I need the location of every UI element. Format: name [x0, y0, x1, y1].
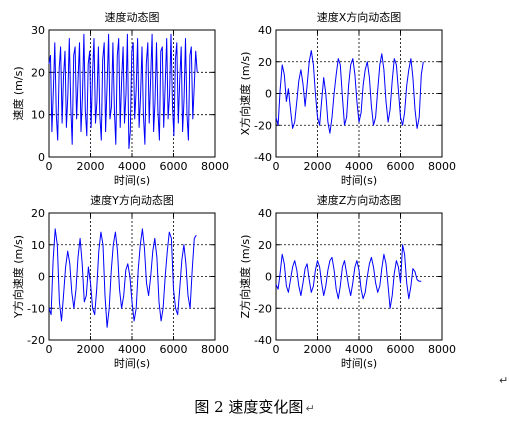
chart3-x-tick-label: 2000 — [77, 343, 105, 356]
chart1-y-tick-label: 30 — [31, 24, 45, 37]
chart4-y-tick-label: 0 — [265, 271, 272, 284]
chart2-x-tick-label: 6000 — [387, 160, 415, 173]
chart4-y-axis-label: Z方向速度 (m/s) — [238, 235, 252, 319]
chart2-y-tick-label: 20 — [258, 56, 272, 69]
chart3-x-tick-label: 4000 — [118, 343, 146, 356]
chart3-y-tick-label: 0 — [38, 271, 45, 284]
chart2-x-axis-label: 时间(s) — [341, 174, 377, 187]
chart1-y-tick-label: 10 — [31, 109, 45, 122]
chart1-title: 速度动态图 — [105, 10, 160, 24]
chart1-x-tick-label: 6000 — [160, 160, 188, 173]
chart2-y-tick-label: -40 — [254, 151, 272, 164]
chart1-y-tick-label: 0 — [38, 151, 45, 164]
chart4-x-axis-label: 时间(s) — [341, 357, 377, 370]
chart4-x-tick-label: 4000 — [345, 343, 373, 356]
chart1-series-line — [48, 33, 198, 149]
chart4-y-tick-label: 20 — [258, 239, 272, 252]
chart4-series-line — [275, 244, 422, 309]
chart4-y-tick-label: -20 — [254, 302, 272, 315]
chart1-x-tick-label: 8000 — [201, 160, 229, 173]
chart3-series-line — [48, 228, 197, 328]
chart1-x-axis-label: 时间(s) — [114, 174, 150, 187]
chart1-x-tick-label: 4000 — [118, 160, 146, 173]
chart2-series-line — [275, 50, 424, 134]
figure-caption: 图 2 速度变化图 ↵ — [0, 396, 509, 417]
chart2-x-tick-label: 2000 — [304, 160, 332, 173]
chart1-x-tick-label: 0 — [46, 160, 53, 173]
caption-return-mark: ↵ — [305, 402, 315, 415]
chart2-y-axis-label: X方向速度 (m/s) — [238, 52, 252, 136]
chart4-x-tick-label: 0 — [273, 343, 280, 356]
chart3-y-axis-label: Y方向速度 (m/s) — [11, 235, 25, 319]
chart4-x-tick-label: 2000 — [304, 343, 332, 356]
chart4-title: 速度Z方向动态图 — [317, 193, 402, 207]
chart2-y-tick-label: 0 — [265, 88, 272, 101]
chart3-y-tick-label: 10 — [31, 239, 45, 252]
chart2-y-tick-label: -20 — [254, 119, 272, 132]
chart2-y-tick-label: 40 — [258, 24, 272, 37]
chart1-y-axis-label: 速度 (m/s) — [11, 66, 25, 120]
chart3-x-axis-label: 时间(s) — [114, 357, 150, 370]
chart4-y-tick-label: 40 — [258, 207, 272, 220]
chart2-title: 速度X方向动态图 — [317, 10, 402, 24]
chart4-y-tick-label: -40 — [254, 334, 272, 347]
chart3-y-tick-label: 20 — [31, 207, 45, 220]
chart4-x-tick-label: 8000 — [428, 343, 456, 356]
chart3-x-tick-label: 0 — [46, 343, 53, 356]
chart3-y-tick-label: -10 — [27, 302, 45, 315]
chart3-x-tick-label: 8000 — [201, 343, 229, 356]
chart2-x-tick-label: 8000 — [428, 160, 456, 173]
chart3-x-tick-label: 6000 — [160, 343, 188, 356]
chart1-x-tick-label: 2000 — [77, 160, 105, 173]
paragraph-return-mark: ↵ — [499, 374, 509, 387]
chart4-x-tick-label: 6000 — [387, 343, 415, 356]
chart3-title: 速度Y方向动态图 — [90, 193, 174, 207]
caption-text: 图 2 速度变化图 — [194, 398, 304, 416]
chart2-x-tick-label: 0 — [273, 160, 280, 173]
chart1-y-tick-label: 20 — [31, 66, 45, 79]
chart3-y-tick-label: -20 — [27, 334, 45, 347]
chart2-x-tick-label: 4000 — [345, 160, 373, 173]
